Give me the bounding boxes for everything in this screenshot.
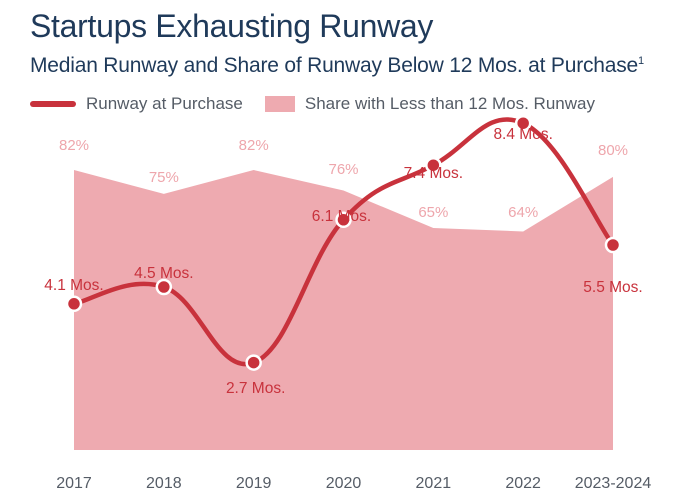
runway-data-label: 4.1 Mos. <box>44 277 103 294</box>
runway-point <box>245 354 262 371</box>
runway-point <box>65 295 83 313</box>
runway-data-label: 6.1 Mos. <box>312 208 371 225</box>
x-axis-tick-label: 2023-2024 <box>575 475 652 492</box>
runway-point <box>514 114 532 132</box>
runway-data-label: 2.7 Mos. <box>226 380 285 397</box>
runway-data-label: 4.5 Mos. <box>134 265 193 282</box>
x-axis-tick-label: 2018 <box>146 475 182 492</box>
x-axis-tick-label: 2020 <box>326 475 362 492</box>
area-data-label: 82% <box>239 137 269 154</box>
area-data-label: 80% <box>598 142 628 159</box>
runway-point <box>335 211 352 229</box>
x-axis-tick-label: 2022 <box>505 475 541 492</box>
chart-subtitle: Median Runway and Share of Runway Below … <box>30 54 644 78</box>
x-axis-tick-label: 2021 <box>416 475 452 492</box>
runway-point <box>155 278 173 296</box>
area-data-label: 82% <box>59 137 89 154</box>
legend: Runway at Purchase Share with Less than … <box>30 92 595 116</box>
runway-data-label: 8.4 Mos. <box>493 126 552 143</box>
x-axis-tick-label: 2017 <box>56 475 92 492</box>
area-data-label: 64% <box>508 204 538 221</box>
legend-area-label: Share with Less than 12 Mos. Runway <box>304 94 595 113</box>
runway-point <box>425 156 442 174</box>
area-data-label: 75% <box>149 169 179 186</box>
legend-area-swatch <box>264 96 295 112</box>
runway-data-label: 7.4 Mos. <box>404 165 463 182</box>
legend-line-label: Runway at Purchase <box>86 94 243 113</box>
subtitle-text: Median Runway and Share of Runway Below … <box>30 54 639 77</box>
footnote-marker: 1 <box>638 55 644 67</box>
area-data-label: 76% <box>328 161 358 178</box>
area-data-label: 65% <box>418 204 448 221</box>
legend-line-swatch <box>30 101 76 107</box>
x-axis-tick-label: 2019 <box>236 475 272 492</box>
area-share-below-12-mos <box>74 170 613 450</box>
runway-data-label: 5.5 Mos. <box>583 279 642 296</box>
runway-point <box>604 236 622 254</box>
chart-title: Startups Exhausting Runway <box>30 8 434 44</box>
